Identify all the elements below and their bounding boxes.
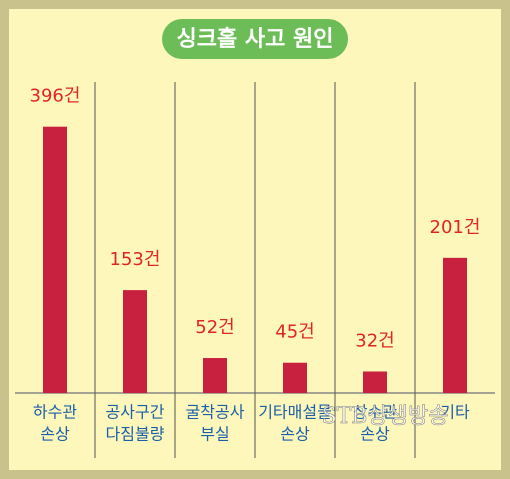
x-tick-label: 손상 xyxy=(40,425,70,444)
x-tick-label: 기타 xyxy=(440,403,470,422)
title-pill xyxy=(162,19,348,59)
x-tick-label: 부실 xyxy=(200,425,229,444)
x-tick-label: 다짐불량 xyxy=(106,425,165,444)
x-tick-label: 굴착공사 xyxy=(186,403,245,422)
x-tick-label: 손상 xyxy=(360,425,390,444)
x-tick-label: 손상 xyxy=(280,425,310,444)
chart-title: 싱크홀 사고 원인 xyxy=(177,26,334,52)
value-label: 52건 xyxy=(195,317,234,338)
value-label: 396건 xyxy=(30,86,81,107)
value-label: 32건 xyxy=(355,330,394,351)
watermark: STB상생방송 xyxy=(322,404,449,429)
value-label: 153건 xyxy=(110,249,161,270)
x-tick-label: 하수관 xyxy=(33,403,77,422)
x-tick-label: 상수관 xyxy=(353,403,397,422)
bar xyxy=(43,126,67,393)
value-label: 45건 xyxy=(275,322,314,343)
bar xyxy=(283,362,307,393)
bar xyxy=(123,290,147,393)
value-label: 201건 xyxy=(430,217,481,238)
bar xyxy=(203,358,227,393)
bar xyxy=(443,257,467,393)
x-tick-label: 기타매설물 xyxy=(258,403,332,422)
x-tick-label: 공사구간 xyxy=(106,403,165,422)
bar xyxy=(363,371,387,393)
